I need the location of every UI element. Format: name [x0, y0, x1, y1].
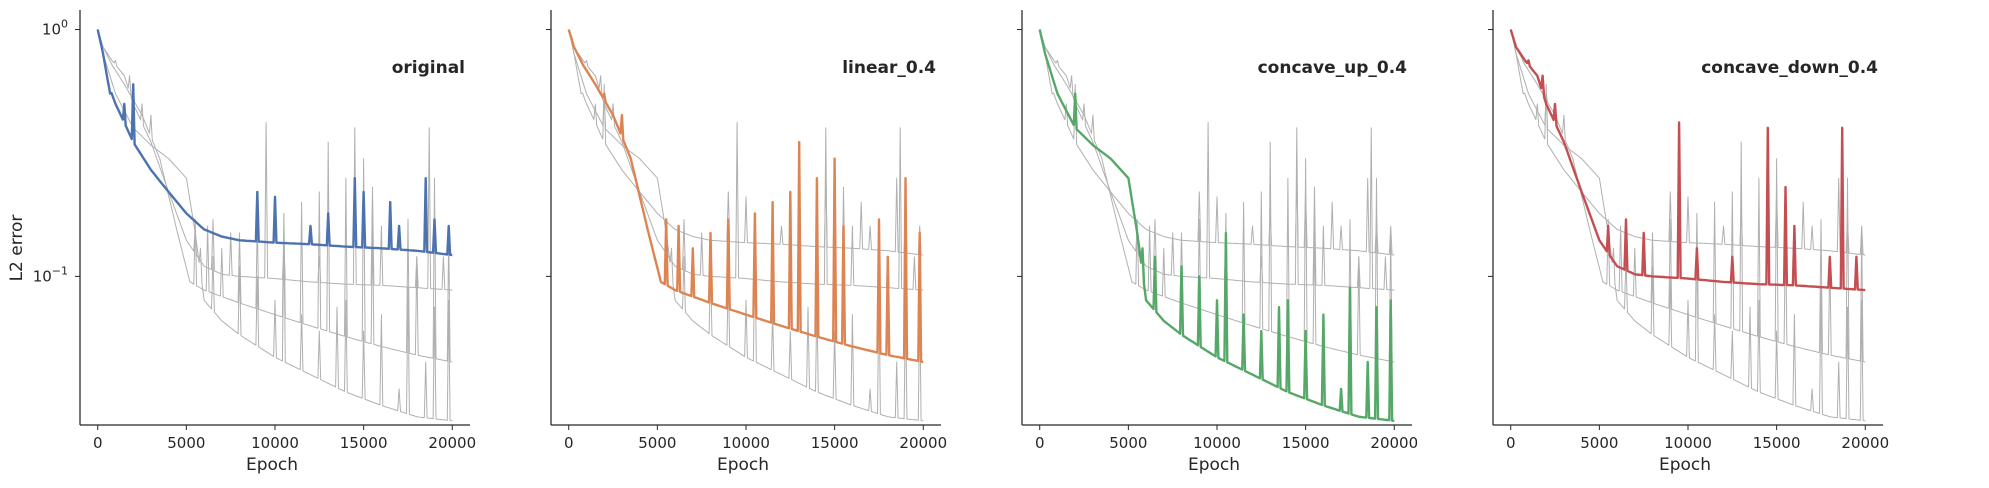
x-tick-label: 5000 — [1109, 434, 1147, 452]
background-series-concave_down_0.4 — [1039, 29, 1395, 291]
background-series-original — [1039, 29, 1395, 256]
panel-title: concave_up_0.4 — [1258, 58, 1408, 78]
x-tick-label: 0 — [564, 434, 574, 452]
x-tick-label: 15000 — [811, 434, 859, 452]
y-tick-label: 100 — [42, 18, 68, 39]
x-tick-label: 15000 — [1282, 434, 1330, 452]
x-axis-label: Epoch — [1659, 455, 1711, 475]
y-axis-label: L2 error — [7, 215, 27, 282]
background-series-concave_up_0.4 — [1510, 29, 1866, 422]
x-tick-label: 20000 — [428, 434, 476, 452]
x-tick-label: 10000 — [251, 434, 299, 452]
background-series-concave_up_0.4 — [568, 29, 924, 422]
y-tick-label: 10−1 — [33, 264, 68, 285]
x-tick-label: 10000 — [722, 434, 770, 452]
x-tick-label: 5000 — [167, 434, 205, 452]
x-tick-label: 15000 — [340, 434, 388, 452]
x-axis-label: Epoch — [717, 455, 769, 475]
background-series-original — [568, 29, 924, 256]
x-axis-label: Epoch — [1188, 455, 1240, 475]
panel-concave_up_0.4: 0 5000 10000 15000 20000 Epoch concave_up_0.4 — [1017, 10, 1418, 475]
x-tick-label: 0 — [93, 434, 103, 452]
panel-linear_0.4: 0 5000 10000 15000 20000 Epoch linear_0.4 — [546, 10, 947, 475]
x-tick-label: 0 — [1035, 434, 1045, 452]
background-series-concave_down_0.4 — [568, 29, 924, 291]
background-series-concave_down_0.4 — [97, 29, 453, 291]
background-series-concave_up_0.4 — [97, 29, 453, 422]
x-axis-label: Epoch — [246, 455, 298, 475]
x-tick-label: 5000 — [638, 434, 676, 452]
panel-original: 0 5000 10000 15000 20000 Epoch 100 10−1 original — [33, 10, 476, 475]
x-tick-label: 20000 — [899, 434, 947, 452]
x-tick-label: 10000 — [1664, 434, 1712, 452]
panel-concave_down_0.4: 0 5000 10000 15000 20000 Epoch concave_down_0.… — [1488, 10, 1889, 475]
series-line-concave_down_0.4 — [1509, 29, 1866, 292]
x-tick-label: 5000 — [1580, 434, 1618, 452]
series-line-concave_up_0.4 — [1038, 29, 1395, 422]
series-line-original — [96, 29, 453, 257]
panel-title: concave_down_0.4 — [1701, 58, 1878, 78]
x-tick-label: 0 — [1506, 434, 1516, 452]
x-tick-label: 20000 — [1841, 434, 1889, 452]
x-tick-label: 15000 — [1753, 434, 1801, 452]
series-line-linear_0.4 — [567, 29, 924, 364]
x-tick-label: 20000 — [1370, 434, 1418, 452]
panel-title: linear_0.4 — [842, 58, 936, 78]
background-series-original — [1510, 29, 1866, 256]
x-tick-label: 10000 — [1193, 434, 1241, 452]
panel-title: original — [392, 58, 465, 78]
